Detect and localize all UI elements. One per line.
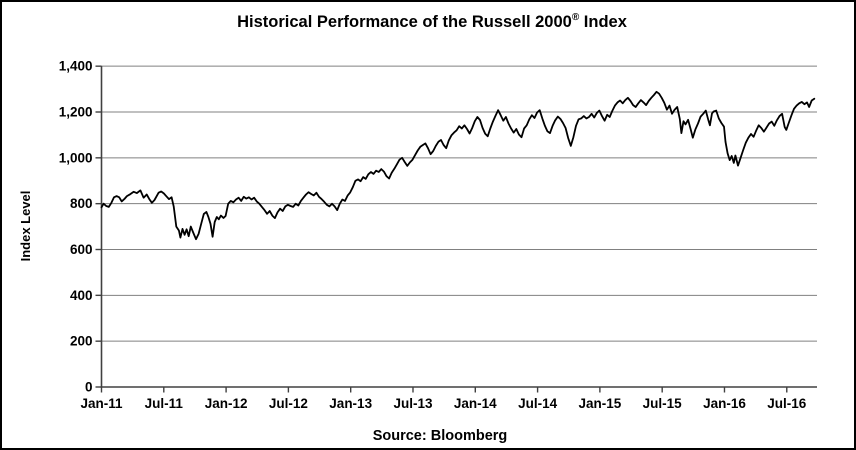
- x-tick-label-Jul-12: Jul-12: [269, 396, 308, 411]
- x-tick-label-Jul-15: Jul-15: [643, 396, 683, 411]
- x-axis-tick-marks: [100, 387, 788, 393]
- axes: [100, 66, 817, 388]
- source-caption: Source: Bloomberg: [373, 428, 508, 444]
- y-tick-label-400: 400: [70, 288, 93, 303]
- x-tick-label-Jan-15: Jan-15: [578, 396, 621, 411]
- y-axis-title: Index Level: [18, 191, 33, 262]
- x-tick-label-Jul-14: Jul-14: [518, 396, 558, 411]
- y-tick-label-800: 800: [70, 196, 93, 211]
- y-tick-label-600: 600: [70, 242, 93, 257]
- x-tick-label-Jan-16: Jan-16: [703, 396, 746, 411]
- y-tick-label-1200: 1,200: [59, 105, 93, 120]
- gridlines: [101, 65, 817, 342]
- y-tick-label-200: 200: [70, 334, 93, 349]
- chart-title: Historical Performance of the Russell 20…: [237, 12, 628, 31]
- y-tick-label-1000: 1,000: [59, 150, 93, 165]
- y-tick-label-1400: 1,400: [59, 59, 93, 74]
- y-axis-tick-labels: 0 200 400 600 800 1,000 1,200 1,400: [59, 59, 93, 395]
- x-tick-label-Jul-16: Jul-16: [767, 396, 807, 411]
- chart-title-suffix: Index: [579, 13, 628, 31]
- russell2000-index-line: [100, 90, 816, 241]
- x-tick-label-Jan-13: Jan-13: [329, 396, 372, 411]
- x-tick-label-Jan-12: Jan-12: [205, 396, 248, 411]
- x-tick-label-Jan-14: Jan-14: [454, 396, 497, 411]
- x-axis-tick-labels: Jan-11 Jul-11 Jan-12 Jul-12 Jan-13 Jul-13 Jan-…: [80, 396, 806, 411]
- x-tick-label-Jul-11: Jul-11: [145, 396, 184, 411]
- registered-trademark-symbol: ®: [572, 12, 580, 23]
- y-tick-label-0: 0: [85, 380, 93, 395]
- chart-title-main: Historical Performance of the Russell 20…: [237, 13, 572, 31]
- y-axis-tick-marks: [95, 65, 102, 388]
- x-tick-label-Jan-11: Jan-11: [80, 396, 123, 411]
- x-tick-label-Jul-13: Jul-13: [393, 396, 433, 411]
